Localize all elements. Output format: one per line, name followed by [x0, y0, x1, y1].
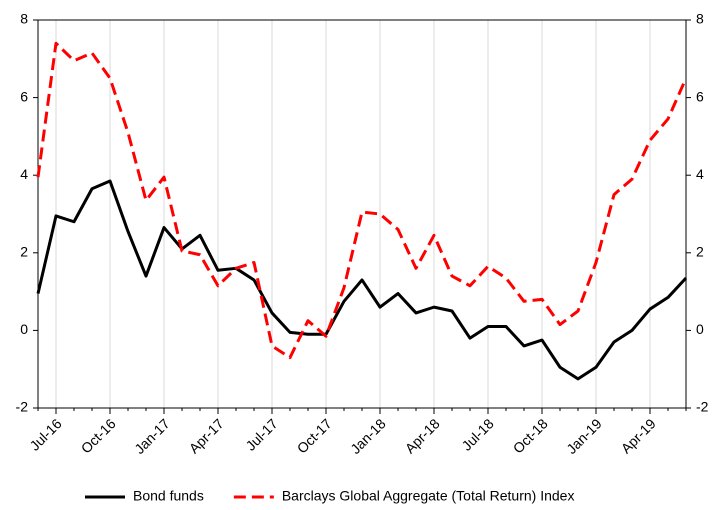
x-tick-label: Jan-18 [347, 415, 389, 457]
y2-tick-label: 0 [696, 321, 704, 337]
x-tick-label: Jul-16 [26, 415, 64, 453]
x-tick-label: Oct-18 [510, 415, 551, 456]
legend-label: Barclays Global Aggregate (Total Return)… [282, 488, 575, 504]
x-tick-label: Apr-19 [618, 415, 659, 456]
y2-tick-label: 2 [696, 244, 704, 260]
series-line [36, 179, 688, 381]
y-tick-label: 6 [20, 88, 28, 104]
y2-tick-label: 6 [696, 88, 704, 104]
y2-tick-label: 8 [696, 11, 704, 27]
legend-label: Bond funds [133, 488, 204, 504]
x-tick-label: Jan-19 [563, 415, 605, 457]
series-line [36, 41, 688, 360]
x-tick-label: Jan-17 [131, 415, 173, 457]
y-tick-label: 8 [20, 11, 28, 27]
x-tick-label: Oct-16 [78, 415, 119, 456]
y2-tick-label: 4 [696, 166, 704, 182]
y-tick-label: 2 [20, 244, 28, 260]
x-tick-label: Oct-17 [294, 415, 335, 456]
plot-frame [37, 19, 687, 409]
x-tick-label: Jul-17 [242, 415, 280, 453]
y2-tick-label: -2 [696, 399, 709, 415]
x-tick-label: Apr-17 [186, 415, 227, 456]
y-tick-label: -2 [16, 399, 29, 415]
x-tick-label: Apr-18 [402, 415, 443, 456]
y-tick-label: 4 [20, 166, 28, 182]
x-tick-label: Jul-18 [458, 415, 496, 453]
y-tick-label: 0 [20, 321, 28, 337]
